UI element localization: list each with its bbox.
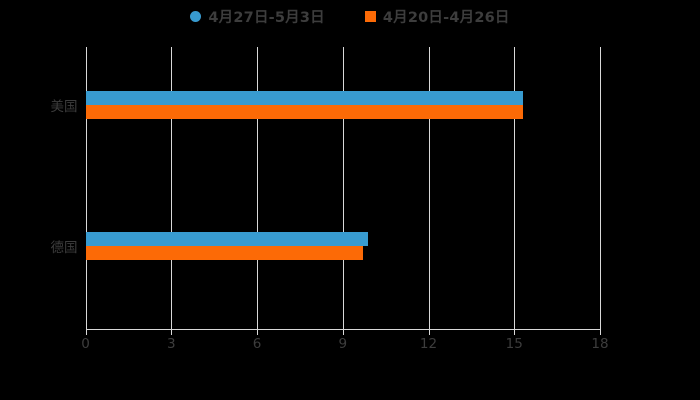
gridline-x-4 xyxy=(428,47,430,329)
x-tick-mark-1 xyxy=(171,330,173,335)
x-tick-label-6: 18 xyxy=(591,336,609,352)
bar-0-0[interactable] xyxy=(85,90,523,105)
x-tick-mark-6 xyxy=(600,330,601,335)
x-tick-label-5: 15 xyxy=(505,336,523,352)
bar-1-1[interactable] xyxy=(85,245,363,260)
legend-label-1: 4月20日-4月26日 xyxy=(382,10,510,26)
gridline-x-2 xyxy=(257,47,258,329)
legend-circle-marker-icon xyxy=(190,11,202,22)
y-category-label-1: 德国 xyxy=(50,239,78,256)
x-tick-label-1: 3 xyxy=(166,336,176,352)
chart-legend: 4月27日-5月3日 4月20日-4月26日 xyxy=(0,6,700,27)
x-tick-mark-3 xyxy=(342,330,344,335)
x-tick-mark-4 xyxy=(428,330,430,335)
x-tick-mark-5 xyxy=(514,330,516,335)
gridline-x-6 xyxy=(600,47,601,329)
legend-square-marker-icon xyxy=(364,11,376,22)
x-tick-label-0: 0 xyxy=(81,336,90,352)
gridline-x-3 xyxy=(342,47,344,329)
x-tick-mark-0 xyxy=(85,330,87,335)
y-category-label-0: 美国 xyxy=(50,98,78,115)
legend-item-0[interactable]: 4月27日-5月3日 xyxy=(190,6,325,27)
legend-item-1[interactable]: 4月20日-4月26日 xyxy=(364,6,510,27)
x-tick-label-3: 9 xyxy=(338,336,348,352)
bar-0-1[interactable] xyxy=(85,104,523,119)
bar-1-0[interactable] xyxy=(85,231,369,246)
gridline-x-1 xyxy=(171,47,173,329)
gridline-x-0 xyxy=(85,47,87,329)
legend-label-0: 4月27日-5月3日 xyxy=(208,10,325,26)
x-tick-label-4: 12 xyxy=(419,336,438,352)
x-tick-label-2: 6 xyxy=(252,336,262,352)
x-axis-line xyxy=(85,329,601,330)
gridline-x-5 xyxy=(514,47,516,329)
plot-area xyxy=(85,47,601,329)
x-tick-mark-2 xyxy=(257,330,258,335)
